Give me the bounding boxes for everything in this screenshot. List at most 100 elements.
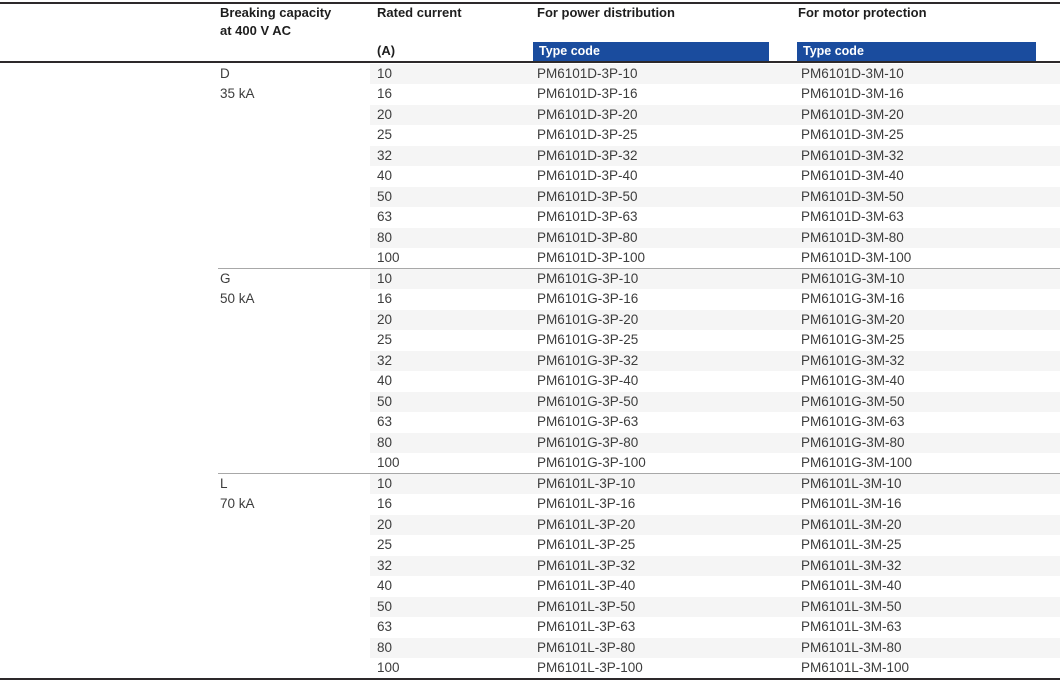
power-distribution-type-code-cell: PM6101D-3P-50 (537, 188, 638, 204)
breaking-capacity-cell: D (220, 65, 230, 81)
power-distribution-type-code-cell: PM6101D-3P-25 (537, 127, 638, 142)
row-stripe-band (370, 514, 1060, 535)
power-distribution-type-code-cell: PM6101L-3P-40 (537, 578, 636, 593)
table-row: 63 PM6101L-3P-63 PM6101L-3M-63 (0, 617, 1060, 638)
rated-current-cell: 100 (377, 455, 400, 470)
power-distribution-type-code-cell: PM6101G-3P-63 (537, 414, 639, 429)
table-top-border (0, 2, 1060, 4)
table-row: 70 kA 16 PM6101L-3P-16 PM6101L-3M-16 (0, 494, 1060, 515)
table-row: 25 PM6101G-3P-25 PM6101G-3M-25 (0, 330, 1060, 351)
power-distribution-type-code-cell: PM6101L-3P-25 (537, 537, 636, 552)
motor-protection-type-code-cell: PM6101L-3M-63 (801, 619, 902, 634)
table-row: 35 kA 16 PM6101D-3P-16 PM6101D-3M-16 (0, 84, 1060, 105)
motor-protection-type-code-cell: PM6101L-3M-50 (801, 598, 902, 614)
power-distribution-type-code-cell: PM6101G-3P-100 (537, 455, 646, 470)
power-distribution-type-code-cell: PM6101G-3P-50 (537, 393, 639, 409)
row-stripe-band (370, 596, 1060, 617)
table-row: 50 kA 16 PM6101G-3P-16 PM6101G-3M-16 (0, 289, 1060, 310)
motor-protection-type-code-cell: PM6101L-3M-100 (801, 660, 910, 675)
row-stripe-band (370, 268, 1060, 289)
table-header-border (0, 61, 1060, 63)
power-distribution-type-code-cell: PM6101L-3P-16 (537, 496, 636, 511)
table-row: 32 PM6101L-3P-32 PM6101L-3M-32 (0, 555, 1060, 576)
rated-current-cell: 40 (377, 578, 393, 593)
motor-protection-type-code-cell: PM6101L-3M-25 (801, 537, 902, 552)
motor-protection-type-code-cell: PM6101G-3M-25 (801, 332, 905, 347)
power-distribution-type-code-cell: PM6101G-3P-80 (537, 434, 639, 450)
motor-protection-type-code-cell: PM6101G-3M-100 (801, 455, 913, 470)
power-distribution-type-code-cell: PM6101L-3P-63 (537, 619, 636, 634)
power-distribution-type-code-cell: PM6101D-3P-10 (537, 65, 638, 81)
col-header-rated-current: Rated current (377, 5, 462, 20)
table-row: 20 PM6101L-3P-20 PM6101L-3M-20 (0, 514, 1060, 535)
row-stripe-band (370, 104, 1060, 125)
motor-protection-type-code-cell: PM6101G-3M-20 (801, 311, 905, 327)
rated-current-cell: 25 (377, 127, 393, 142)
rated-current-cell: 16 (377, 86, 393, 101)
row-stripe-band (370, 227, 1060, 248)
table-body: D 10 PM6101D-3P-10 PM6101D-3M-10 35 kA 16 PM61… (0, 63, 1060, 679)
row-stripe-band (370, 555, 1060, 576)
motor-protection-type-code-cell: PM6101G-3M-80 (801, 434, 905, 450)
rated-current-cell: 32 (377, 352, 393, 368)
rated-current-cell: 25 (377, 537, 393, 552)
motor-protection-type-code-cell: PM6101G-3M-16 (801, 291, 905, 306)
breaking-capacity-cell: L (220, 475, 228, 491)
table-row: L 10 PM6101L-3P-10 PM6101L-3M-10 (0, 472, 1060, 494)
group-separator (218, 267, 1060, 269)
power-distribution-type-code-cell: PM6101G-3P-10 (537, 270, 639, 286)
row-stripe-band (370, 473, 1060, 494)
rated-current-cell: 16 (377, 291, 393, 306)
row-stripe-band (370, 350, 1060, 371)
rated-current-cell: 10 (377, 270, 393, 286)
rated-current-cell: 20 (377, 106, 393, 122)
rated-current-cell: 40 (377, 168, 393, 183)
row-stripe-band (370, 145, 1060, 166)
row-stripe-band (370, 186, 1060, 207)
rated-current-cell: 63 (377, 414, 393, 429)
motor-protection-type-code-cell: PM6101D-3M-40 (801, 168, 904, 183)
rated-current-cell: 80 (377, 434, 393, 450)
row-stripe-band (370, 432, 1060, 453)
rated-current-cell: 63 (377, 619, 393, 634)
rated-current-cell: 32 (377, 147, 393, 163)
table-row: 32 PM6101D-3P-32 PM6101D-3M-32 (0, 145, 1060, 166)
table-row: G 10 PM6101G-3P-10 PM6101G-3M-10 (0, 267, 1060, 289)
rated-current-cell: 32 (377, 557, 393, 573)
motor-protection-type-code-cell: PM6101D-3M-10 (801, 65, 904, 81)
power-distribution-type-code-cell: PM6101L-3P-100 (537, 660, 643, 675)
rated-current-cell: 25 (377, 332, 393, 347)
breaking-capacity-cell: G (220, 270, 231, 286)
breaking-capacity-cell: 35 kA (220, 86, 255, 101)
type-code-bar-power: Type code (533, 42, 769, 61)
table-row: 50 PM6101D-3P-50 PM6101D-3M-50 (0, 186, 1060, 207)
col-header-breaking-capacity-line1: Breaking capacity (220, 5, 332, 20)
row-stripe-band (370, 391, 1060, 412)
power-distribution-type-code-cell: PM6101G-3P-32 (537, 352, 639, 368)
rated-current-cell: 16 (377, 496, 393, 511)
power-distribution-type-code-cell: PM6101L-3P-10 (537, 475, 636, 491)
rated-current-cell: 50 (377, 598, 393, 614)
table-row: 100 PM6101D-3P-100 PM6101D-3M-100 (0, 248, 1060, 269)
table-row: 63 PM6101D-3P-63 PM6101D-3M-63 (0, 207, 1060, 228)
table-row: 40 PM6101D-3P-40 PM6101D-3M-40 (0, 166, 1060, 187)
motor-protection-type-code-cell: PM6101G-3M-32 (801, 352, 905, 368)
power-distribution-type-code-cell: PM6101D-3P-63 (537, 209, 638, 224)
rated-current-cell: 10 (377, 65, 393, 81)
table-row: 20 PM6101D-3P-20 PM6101D-3M-20 (0, 104, 1060, 125)
power-distribution-type-code-cell: PM6101D-3P-32 (537, 147, 638, 163)
motor-protection-type-code-cell: PM6101D-3M-16 (801, 86, 904, 101)
power-distribution-type-code-cell: PM6101D-3P-100 (537, 250, 646, 265)
col-header-rated-current-unit: (A) (377, 43, 396, 58)
motor-protection-type-code-cell: PM6101G-3M-10 (801, 270, 905, 286)
rated-current-cell: 80 (377, 229, 393, 245)
motor-protection-type-code-cell: PM6101D-3M-20 (801, 106, 904, 122)
table-row: 32 PM6101G-3P-32 PM6101G-3M-32 (0, 350, 1060, 371)
rated-current-cell: 40 (377, 373, 393, 388)
row-stripe-band (370, 637, 1060, 658)
motor-protection-type-code-cell: PM6101D-3M-63 (801, 209, 904, 224)
motor-protection-type-code-cell: PM6101L-3M-32 (801, 557, 902, 573)
row-stripe-band (370, 63, 1060, 84)
power-distribution-type-code-cell: PM6101D-3P-20 (537, 106, 638, 122)
